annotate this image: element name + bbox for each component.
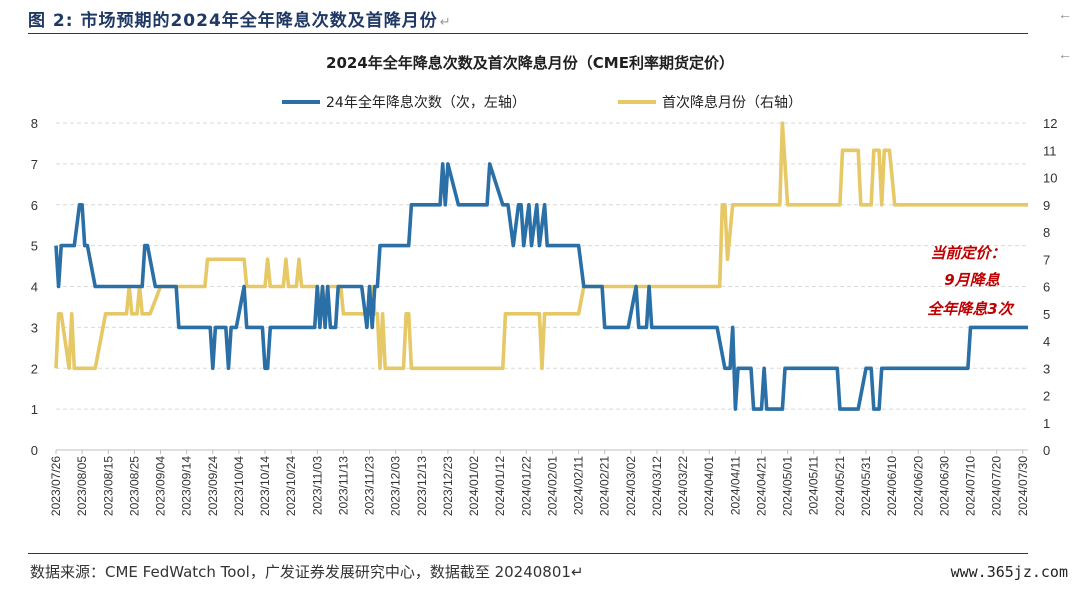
legend-label: 首次降息月份（右轴） bbox=[662, 94, 802, 111]
source-note: 数据来源：CME FedWatch Tool，广发证券发展研究中心，数据截至 2… bbox=[30, 563, 584, 581]
figure-caption-prefix: 图 2: bbox=[28, 11, 74, 31]
left-y-tick-label: 1 bbox=[31, 402, 38, 417]
x-tick-label: 2024/01/12 bbox=[493, 456, 507, 516]
annotation-line: 当前定价： bbox=[930, 244, 1005, 262]
x-tick-label: 2023/11/23 bbox=[363, 456, 377, 515]
x-tick-label: 2023/09/24 bbox=[206, 456, 220, 516]
left-y-tick-label: 8 bbox=[31, 116, 38, 131]
x-tick-label: 2024/05/01 bbox=[781, 456, 795, 516]
x-tick-label: 2024/05/21 bbox=[833, 456, 847, 516]
annotation-line: 全年降息3次 bbox=[927, 300, 1014, 318]
x-tick-label: 2023/12/03 bbox=[389, 456, 403, 516]
chart-title: 2024年全年降息次数及首次降息月份（CME利率期货定价） bbox=[326, 54, 734, 72]
x-tick-label: 2023/11/13 bbox=[336, 456, 350, 515]
footer-divider bbox=[28, 553, 1028, 554]
left-y-tick-label: 6 bbox=[31, 198, 38, 213]
figure-caption-text: 市场预期的2024年全年降息次数及首降月份 bbox=[80, 11, 438, 31]
x-tick-label: 2023/10/24 bbox=[284, 456, 298, 516]
x-tick-label: 2024/01/22 bbox=[519, 456, 533, 516]
x-tick-label: 2024/02/21 bbox=[598, 456, 612, 516]
right-y-tick-label: 7 bbox=[1043, 252, 1050, 267]
x-tick-label: 2024/03/22 bbox=[676, 456, 690, 516]
series-layer bbox=[54, 121, 1028, 411]
right-y-tick-label: 1 bbox=[1043, 416, 1050, 431]
right-y-tick-label: 12 bbox=[1043, 116, 1057, 131]
right-y-tick-label: 4 bbox=[1043, 334, 1050, 349]
x-tick-label: 2024/05/31 bbox=[859, 456, 873, 516]
caption-divider bbox=[28, 33, 1028, 34]
left-y-tick-label: 0 bbox=[31, 443, 38, 458]
left-y-tick-label: 7 bbox=[31, 157, 38, 172]
right-y-tick-label: 6 bbox=[1043, 280, 1050, 295]
x-tick-label: 2023/10/14 bbox=[258, 456, 272, 516]
chart-legend: 24年全年降息次数（次，左轴） 首次降息月份（右轴） bbox=[282, 94, 802, 111]
right-y-tick-label: 0 bbox=[1043, 443, 1050, 458]
left-y-axis: 0 1 2 3 4 5 6 7 8 bbox=[31, 116, 38, 458]
annotation-line: 9月降息 bbox=[944, 271, 1000, 289]
x-tick-label: 2024/03/02 bbox=[624, 456, 638, 516]
left-arrow-icon: ← bbox=[1058, 46, 1072, 62]
x-tick-label: 2024/02/11 bbox=[572, 456, 586, 515]
x-tick-label: 2024/04/11 bbox=[728, 456, 742, 515]
paragraph-mark: ↵ bbox=[439, 15, 452, 30]
x-tick-label: 2024/04/01 bbox=[702, 456, 716, 516]
chart: 2024年全年降息次数及首次降息月份（CME利率期货定价） 24年全年降息次数（… bbox=[31, 54, 1058, 516]
right-y-tick-label: 9 bbox=[1043, 198, 1050, 213]
right-y-tick-label: 5 bbox=[1043, 307, 1050, 322]
x-tick-label: 2023/09/14 bbox=[180, 456, 194, 516]
x-tick-label: 2024/01/02 bbox=[467, 456, 481, 516]
watermark: www.365jz.com bbox=[950, 563, 1068, 581]
left-y-tick-label: 3 bbox=[31, 320, 38, 335]
left-y-tick-label: 4 bbox=[31, 280, 38, 295]
x-tick-label: 2024/04/21 bbox=[754, 456, 768, 516]
x-axis: 2023/07/26 2023/08/05 2023/08/15 2023/08/25… bbox=[49, 450, 1030, 516]
left-y-tick-label: 2 bbox=[31, 361, 38, 376]
x-tick-label: 2023/11/03 bbox=[310, 456, 324, 515]
x-tick-label: 2024/05/11 bbox=[807, 456, 821, 515]
right-y-tick-label: 2 bbox=[1043, 389, 1050, 404]
left-y-tick-label: 5 bbox=[31, 239, 38, 254]
left-arrow-icon: ← bbox=[1058, 6, 1072, 22]
x-tick-label: 2023/10/04 bbox=[232, 456, 246, 516]
x-tick-label: 2023/08/25 bbox=[127, 456, 141, 516]
x-tick-label: 2024/07/10 bbox=[964, 456, 978, 516]
right-y-tick-label: 8 bbox=[1043, 225, 1050, 240]
right-y-tick-label: 3 bbox=[1043, 361, 1050, 376]
x-tick-label: 2023/12/13 bbox=[415, 456, 429, 516]
x-tick-label: 2024/06/20 bbox=[911, 456, 925, 516]
cuts-count-series-line bbox=[54, 162, 1028, 411]
figure-caption: 图 2: 市场预期的2024年全年降息次数及首降月份 ↵ bbox=[28, 6, 452, 31]
x-tick-label: 2023/12/23 bbox=[441, 456, 455, 516]
x-tick-label: 2024/07/20 bbox=[990, 456, 1004, 516]
x-tick-label: 2024/07/30 bbox=[1016, 456, 1030, 516]
right-y-tick-label: 11 bbox=[1043, 143, 1057, 158]
x-tick-label: 2023/09/04 bbox=[154, 456, 168, 516]
x-tick-label: 2024/06/30 bbox=[937, 456, 951, 516]
x-tick-label: 2024/03/12 bbox=[650, 456, 664, 516]
x-tick-label: 2024/02/01 bbox=[545, 456, 559, 516]
right-y-tick-label: 10 bbox=[1043, 171, 1057, 186]
x-tick-label: 2024/06/10 bbox=[885, 456, 899, 516]
x-tick-label: 2023/08/05 bbox=[75, 456, 89, 516]
legend-label: 24年全年降息次数（次，左轴） bbox=[326, 94, 526, 111]
x-tick-label: 2023/08/15 bbox=[101, 456, 115, 516]
x-tick-label: 2023/07/26 bbox=[49, 456, 63, 516]
